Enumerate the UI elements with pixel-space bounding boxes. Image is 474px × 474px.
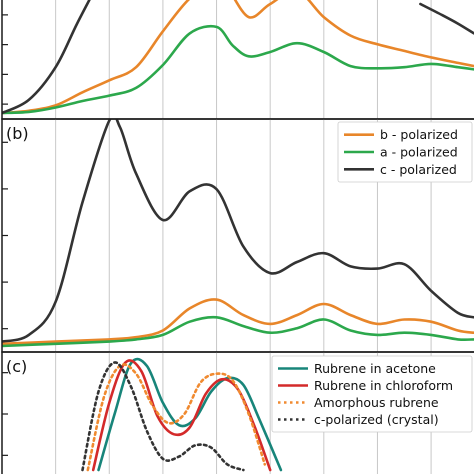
panel-3: (c) Rubrene in acetone Rubrene in chlorofo… (1, 351, 474, 474)
series-line-2 (2, 315, 474, 348)
series-group (2, 0, 474, 115)
series-group (81, 357, 283, 472)
panel-frame (1, 0, 474, 120)
panel-frame (1, 351, 474, 474)
legend-entry: Rubrene in chloroform (314, 378, 453, 393)
legend-entry: b - polarized (380, 127, 458, 142)
legend: b - polarized a - polarized c - polarized (337, 121, 473, 183)
legend-entry: Amorphous rubrene (314, 395, 439, 410)
legend-entry: a - polarized (380, 145, 458, 160)
series-line-3 (86, 363, 267, 472)
panel-label: (b) (6, 124, 29, 143)
series-group (2, 119, 474, 348)
grid-lines (55, 119, 432, 352)
series-line-1 (2, 0, 474, 115)
legend-box (271, 355, 473, 433)
legend-entry: c-polarized (crystal) (314, 412, 439, 427)
series-line-3 (2, 0, 91, 115)
series-line-3 (2, 119, 474, 343)
series-line-4 (419, 2, 474, 35)
panel-2: (b) b - polarized a - polarized c - polariz… (1, 118, 474, 353)
legend-entry: Rubrene in acetone (314, 361, 436, 376)
legend-entry: c - polarized (380, 162, 457, 177)
legend: Rubrene in acetone Rubrene in chloroform A… (271, 355, 473, 433)
panel-1 (1, 0, 474, 120)
legend-box (337, 121, 473, 183)
panel-label: (c) (6, 357, 27, 376)
series-line-2 (2, 24, 474, 115)
series-line-1 (2, 298, 474, 346)
series-line-4 (81, 361, 245, 472)
grid-lines (55, 0, 432, 119)
